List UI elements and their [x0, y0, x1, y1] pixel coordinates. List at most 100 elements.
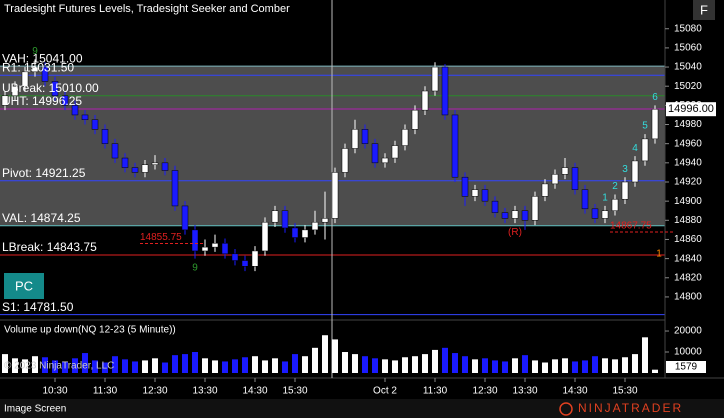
candle-body: [471, 189, 479, 197]
volume-bar: [302, 356, 308, 373]
volume-bar: [562, 358, 568, 373]
volume-bar: [622, 357, 628, 373]
y-tick-label: 14840: [674, 253, 702, 264]
volume-bar: [582, 360, 588, 373]
candle-body: [1, 95, 9, 106]
last-price-box: [666, 102, 716, 117]
candle-body: [591, 208, 599, 219]
volume-bar: [432, 349, 438, 373]
candle-body: [251, 250, 259, 267]
volume-bar: [42, 357, 48, 373]
candle-body: [111, 143, 119, 159]
candle-body: [81, 114, 89, 120]
volume-bar: [12, 358, 18, 373]
volume-bar: [62, 361, 68, 373]
candle-body: [421, 90, 429, 111]
annotation: 6: [652, 92, 658, 103]
candle-body: [221, 243, 229, 255]
x-tick-label: 14:30: [242, 386, 267, 397]
candle-body: [71, 105, 79, 116]
volume-bar: [422, 354, 428, 373]
x-tick-label: 15:30: [612, 386, 637, 397]
candle-body: [51, 81, 59, 97]
last-volume: 1579: [675, 362, 698, 373]
candle-body: [191, 229, 199, 252]
volume-bar: [212, 360, 218, 373]
volume-bar: [372, 358, 378, 373]
brand: NINJATRADER: [578, 401, 683, 415]
pc-button[interactable]: [4, 273, 44, 299]
volume-bar: [572, 361, 578, 373]
volume-bar: [352, 354, 358, 373]
candle-body: [31, 66, 39, 73]
y-tick-label: 15040: [674, 62, 702, 73]
y-tick-label: 14960: [674, 138, 702, 149]
x-tick-label: 12:30: [472, 386, 497, 397]
candle-body: [21, 71, 29, 87]
volume-bar: [402, 357, 408, 373]
y-tick-label: 15020: [674, 81, 702, 92]
y-tick-label: 14860: [674, 234, 702, 245]
pc-button-label[interactable]: PC: [15, 278, 33, 293]
candle-body: [211, 243, 219, 248]
candle-body: [61, 95, 69, 106]
candle-body: [201, 246, 209, 252]
volume-bar: [102, 362, 108, 373]
annotation: 9: [32, 46, 38, 57]
candle-body: [401, 129, 409, 146]
candle-body: [181, 205, 189, 231]
candle-body: [411, 109, 419, 130]
candle-body: [491, 200, 499, 213]
candle-body: [461, 176, 469, 197]
annotation: 9: [192, 262, 198, 273]
candle-body: [271, 210, 279, 223]
price-label: 14867.75: [610, 221, 652, 232]
candle-body: [331, 172, 339, 219]
volume-bar: [442, 347, 448, 373]
volume-bar: [322, 335, 328, 373]
volume-bar: [382, 359, 388, 373]
volume-bar: [632, 354, 638, 373]
volume-bar: [82, 353, 88, 373]
x-tick-label: 11:30: [93, 386, 118, 397]
candle-body: [391, 145, 399, 159]
candle-body: [601, 210, 609, 219]
volume-bar: [342, 352, 348, 373]
candle-body: [91, 119, 99, 130]
f-button[interactable]: [693, 0, 715, 20]
volume-bar: [612, 359, 618, 373]
candle-body: [171, 170, 179, 207]
candle-body: [441, 66, 449, 116]
volume-bar: [132, 361, 138, 373]
volume-bar: [472, 359, 478, 373]
candle-body: [611, 198, 619, 211]
volume-bar: [522, 355, 528, 373]
candle-body: [581, 189, 589, 210]
volume-tick-label: 20000: [674, 326, 702, 337]
annotation: 5: [642, 121, 648, 132]
volume-bar: [202, 358, 208, 373]
y-tick-label: 15060: [674, 43, 702, 54]
candle-body: [151, 162, 159, 165]
volume-bar: [412, 356, 418, 373]
annotation: 2: [612, 181, 618, 192]
level-label: Pivot: 14921.25: [2, 166, 86, 180]
candle-body: [371, 143, 379, 164]
level-label: VAH: 15041.00: [2, 51, 83, 65]
level-label: R1: 15031.50: [2, 60, 74, 74]
candle-body: [621, 181, 629, 200]
annotation: (R): [508, 227, 522, 238]
volume-title: Volume up down(NQ 12-23 (5 Minute)): [4, 325, 176, 336]
candle-body: [141, 164, 149, 173]
volume-bar: [492, 360, 498, 373]
candle-body: [321, 218, 329, 223]
volume-bar: [232, 359, 238, 373]
level-label: S1: 14781.50: [2, 300, 74, 314]
f-button-label[interactable]: F: [700, 2, 708, 17]
candle-body: [11, 85, 19, 97]
volume-bar: [52, 360, 58, 373]
candle-body: [281, 210, 289, 229]
volume-bar: [72, 358, 78, 373]
candle-body: [261, 221, 269, 252]
